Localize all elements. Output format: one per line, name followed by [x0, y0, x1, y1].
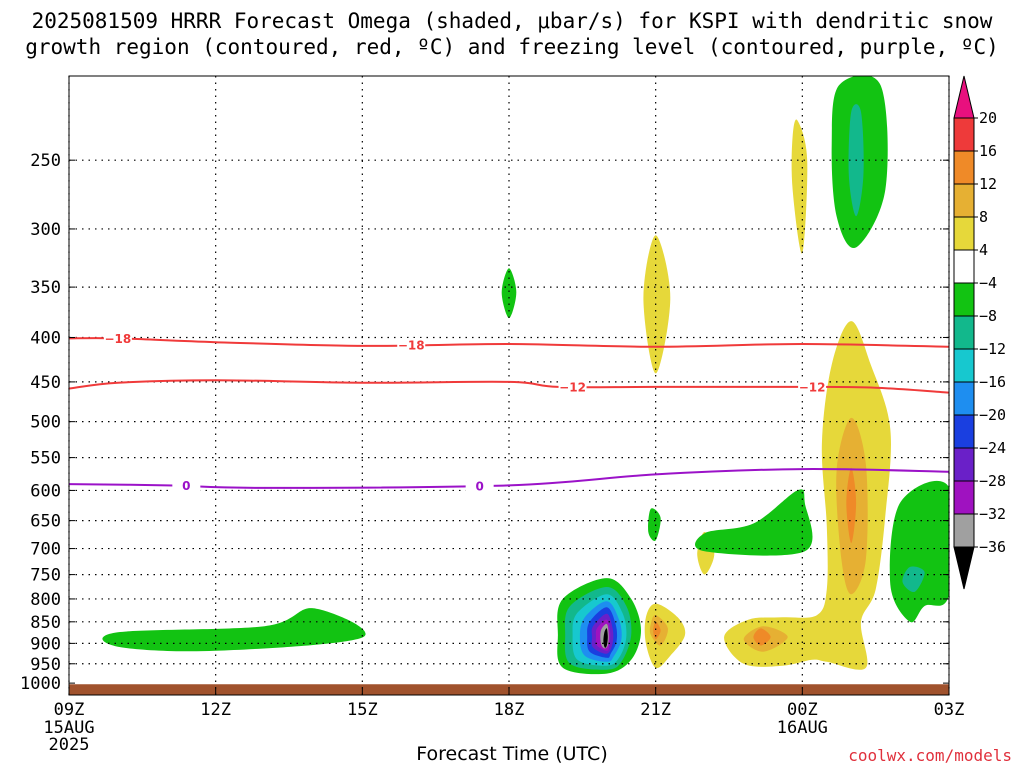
xtick-label-03Z: 03Z	[934, 700, 965, 720]
xtick-label-18Z: 18Z	[494, 700, 525, 720]
colorbar-label: −16	[979, 373, 1006, 391]
omega-region-neg36	[603, 628, 608, 648]
title-line-1: 2025081509 HRRR Forecast Omega (shaded, …	[31, 9, 993, 33]
ytick-label-500: 500	[30, 413, 61, 433]
colorbar-label: 16	[979, 142, 997, 160]
colorbar-segment-7	[953, 315, 975, 350]
colorbar-segment-2	[953, 150, 975, 185]
ytick-label-1000: 1000	[20, 674, 61, 694]
colorbar-label: −32	[979, 505, 1006, 523]
ytick-label-450: 450	[30, 373, 61, 393]
ytick-label-400: 400	[30, 328, 61, 348]
x-axis-label: Forecast Time (UTC)	[416, 743, 608, 765]
contour-label-bg	[558, 379, 587, 394]
ytick-label-650: 650	[30, 512, 61, 532]
xtick-label-21Z: 21Z	[640, 700, 671, 720]
colorbar-label: 12	[979, 175, 997, 193]
omega-region-neg4	[889, 480, 949, 623]
omega-region-neg4	[501, 268, 517, 319]
omega-region-12	[846, 467, 857, 544]
contour-label-0: 0	[475, 479, 483, 493]
contour-label-neg18: −18	[398, 338, 425, 352]
contour-label-bg	[103, 331, 132, 346]
colorbar-segment-10	[953, 414, 975, 449]
contour-label-bg	[172, 478, 201, 493]
omega-region-neg4	[102, 608, 366, 652]
colorbar-label: −8	[979, 307, 997, 325]
y-axis-ticks: 2503003504004505005506006507007508008509…	[20, 151, 949, 694]
omega-region-12	[753, 628, 771, 646]
colorbar-segment-8	[953, 348, 975, 383]
colorbar-segment-9	[953, 381, 975, 416]
ytick-label-250: 250	[30, 151, 61, 171]
ytick-label-550: 550	[30, 449, 61, 469]
xtick-label-09Z: 09Z	[54, 700, 85, 720]
contour-label-neg12: −12	[559, 380, 586, 394]
xtick-sublabel: 2025	[49, 735, 90, 755]
credit-text: coolwx.com/models	[848, 746, 1012, 765]
omega-region-neg4	[695, 489, 813, 556]
ytick-label-700: 700	[30, 540, 61, 560]
omega-region-4	[791, 119, 808, 254]
colorbar-segment-5	[953, 249, 975, 284]
colorbar-segment-13	[953, 513, 975, 548]
omega-region-neg4	[648, 508, 661, 541]
omega-region-12	[653, 621, 661, 640]
ytick-label-600: 600	[30, 481, 61, 501]
colorbar-segment-3	[953, 183, 975, 218]
ytick-label-350: 350	[30, 278, 61, 298]
contour-label-bg	[798, 379, 827, 394]
colorbar-label: −12	[979, 340, 1006, 358]
omega-shading	[102, 76, 949, 675]
colorbar-bottom-triangle	[953, 546, 975, 590]
contour-line-0	[68, 468, 950, 489]
temperature-contours: −18 −18 −12 −12 0 0	[68, 331, 950, 493]
xtick-label-00Z: 00Z	[787, 700, 818, 720]
colorbar-label: −20	[979, 406, 1006, 424]
xtick-label-12Z: 12Z	[200, 700, 231, 720]
xtick-sublabel: 16AUG	[777, 718, 828, 738]
chart-title: 2025081509 HRRR Forecast Omega (shaded, …	[0, 8, 1024, 60]
contour-label-bg	[397, 337, 426, 352]
colorbar-top-triangle	[953, 75, 975, 119]
omega-region-neg8	[902, 566, 925, 593]
ytick-label-800: 800	[30, 590, 61, 610]
colorbar-segment-4	[953, 216, 975, 251]
omega-region-4	[643, 235, 671, 374]
contour-label-bg	[465, 478, 494, 493]
contour-line-neg18	[68, 337, 950, 348]
ytick-label-900: 900	[30, 634, 61, 654]
colorbar-label: 4	[979, 241, 988, 259]
colorbar-label: 20	[979, 109, 997, 127]
colorbar-label: −28	[979, 472, 1006, 490]
colorbar-segment-12	[953, 480, 975, 515]
xtick-sublabel: 15AUG	[43, 718, 94, 738]
ytick-label-300: 300	[30, 220, 61, 240]
colorbar: 20 16 12 8 4 −4 −8 −12 −16 −20 −24 −28 −32 −36	[953, 75, 1006, 590]
colorbar-segment-11	[953, 447, 975, 482]
colorbar-label: 8	[979, 208, 988, 226]
colorbar-segment-1	[953, 117, 975, 152]
title-line-2: growth region (contoured, red, ºC) and f…	[25, 35, 999, 59]
colorbar-label: −24	[979, 439, 1006, 457]
colorbar-segment-6	[953, 282, 975, 317]
ytick-label-750: 750	[30, 566, 61, 586]
xtick-label-15Z: 15Z	[347, 700, 378, 720]
contour-label-neg12: −12	[799, 380, 826, 394]
contour-label-0: 0	[182, 479, 190, 493]
ytick-label-950: 950	[30, 655, 61, 675]
contour-line-neg12	[68, 379, 950, 394]
colorbar-label: −4	[979, 274, 997, 292]
ytick-label-850: 850	[30, 613, 61, 633]
colorbar-label: −36	[979, 538, 1006, 556]
contour-label-neg18: −18	[105, 332, 132, 346]
